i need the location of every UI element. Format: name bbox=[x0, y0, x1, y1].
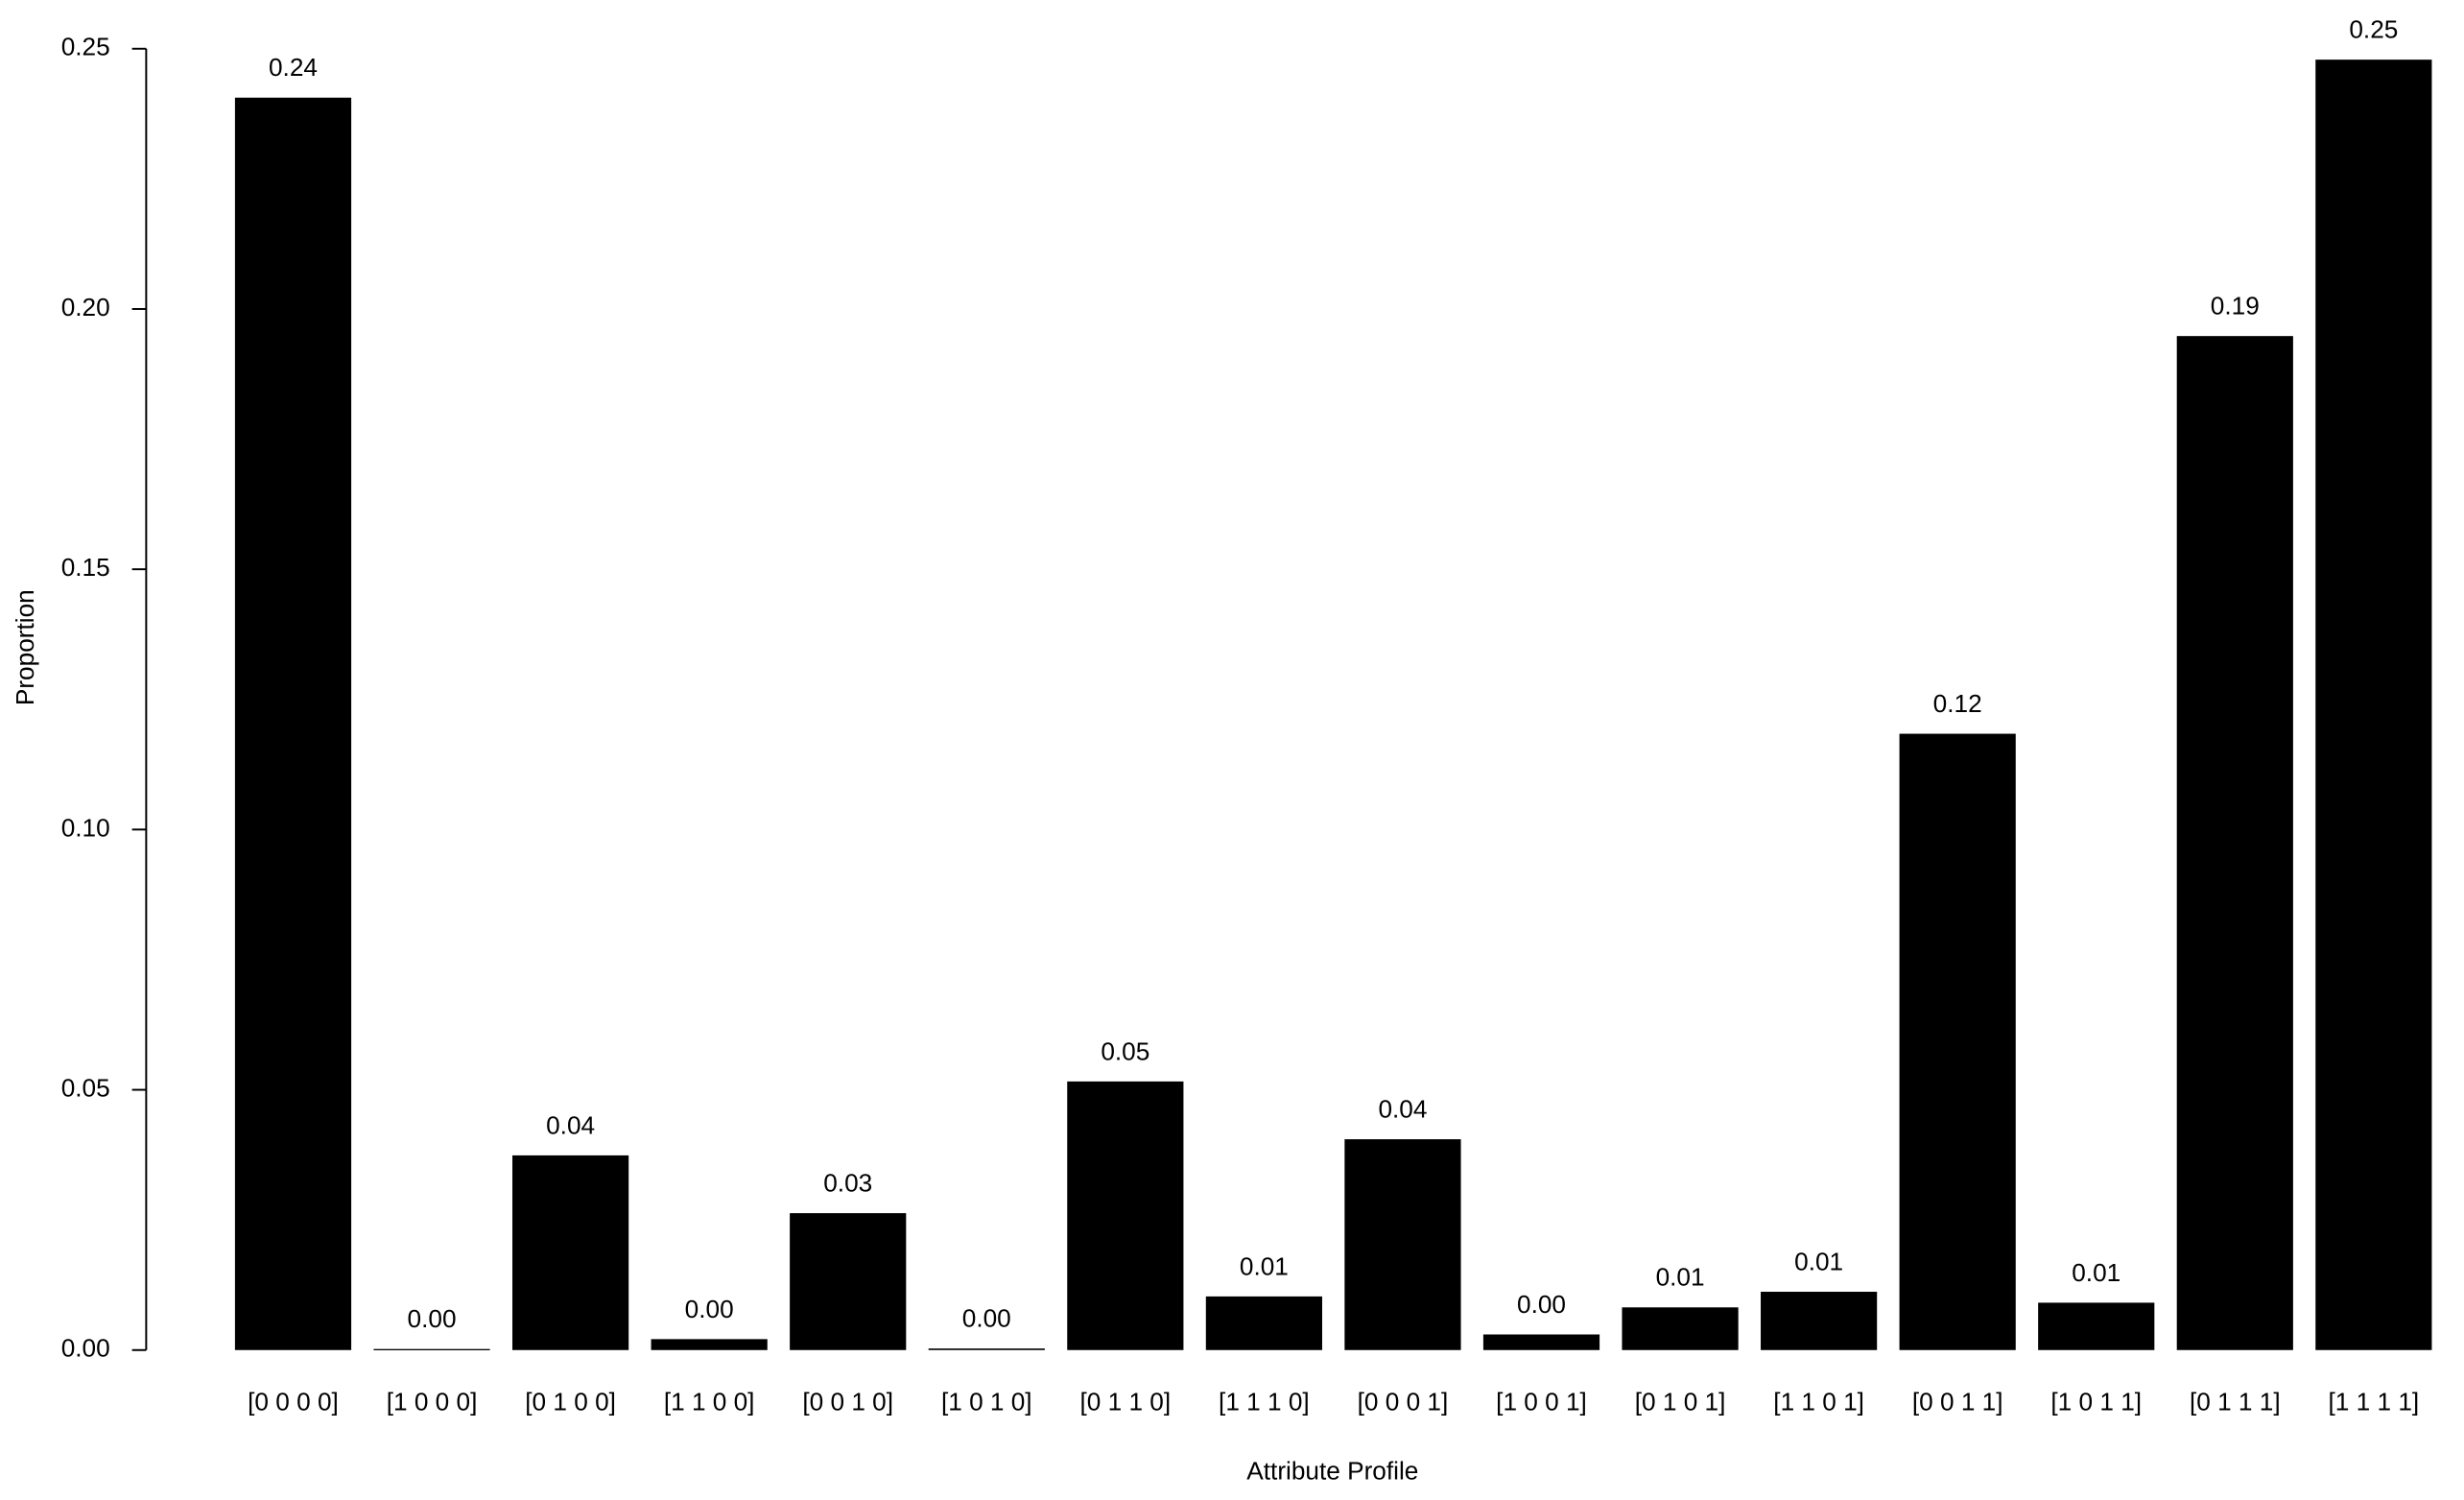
bar bbox=[373, 1348, 490, 1350]
value-label: 0.19 bbox=[2211, 292, 2260, 321]
x-tick-label: [1 0 1 0] bbox=[941, 1387, 1032, 1416]
x-tick-label: [1 1 1 0] bbox=[1219, 1387, 1310, 1416]
value-label: 0.01 bbox=[1794, 1247, 1843, 1275]
value-label: 0.01 bbox=[1240, 1251, 1289, 1280]
value-label: 0.00 bbox=[962, 1304, 1011, 1333]
value-label: 0.01 bbox=[2072, 1258, 2120, 1287]
x-tick-label: [0 0 1 0] bbox=[802, 1387, 893, 1416]
bar bbox=[234, 97, 352, 1350]
y-tick-label: 0.25 bbox=[61, 33, 110, 61]
value-label: 0.00 bbox=[685, 1295, 734, 1323]
x-tick-label: [0 0 0 0] bbox=[248, 1387, 339, 1416]
bar bbox=[928, 1348, 1045, 1350]
bar bbox=[1344, 1139, 1461, 1350]
value-label: 0.05 bbox=[1101, 1036, 1149, 1065]
bar bbox=[1622, 1307, 1739, 1350]
x-tick-label: [1 1 0 1] bbox=[1773, 1387, 1864, 1416]
value-label: 0.24 bbox=[269, 53, 318, 82]
y-tick-label: 0.20 bbox=[61, 293, 110, 321]
x-tick-label: [0 1 0 0] bbox=[525, 1387, 616, 1416]
value-label: 0.01 bbox=[1656, 1263, 1705, 1292]
x-tick-label: [1 1 0 0] bbox=[664, 1387, 755, 1416]
bar bbox=[1205, 1296, 1322, 1350]
bar bbox=[1761, 1292, 1878, 1350]
value-label: 0.04 bbox=[1378, 1095, 1427, 1124]
bar bbox=[2315, 60, 2432, 1350]
bar bbox=[2176, 336, 2293, 1350]
value-label: 0.04 bbox=[546, 1110, 595, 1139]
x-tick-label: [1 1 1 1] bbox=[2329, 1387, 2420, 1416]
value-label: 0.00 bbox=[1517, 1290, 1566, 1319]
y-tick-label: 0.10 bbox=[61, 813, 110, 842]
x-tick-label: [0 1 1 0] bbox=[1080, 1387, 1172, 1416]
bar bbox=[790, 1213, 907, 1350]
bar bbox=[1067, 1081, 1184, 1350]
value-label: 0.03 bbox=[823, 1169, 872, 1198]
value-label: 0.00 bbox=[408, 1304, 457, 1333]
y-tick-label: 0.00 bbox=[61, 1334, 110, 1363]
x-axis-label: Attribute Profile bbox=[1246, 1456, 1418, 1485]
bar bbox=[512, 1155, 629, 1350]
x-tick-label: [1 0 0 1] bbox=[1496, 1387, 1587, 1416]
value-label: 0.12 bbox=[1933, 689, 1982, 718]
bar bbox=[2038, 1302, 2155, 1350]
bar bbox=[651, 1339, 768, 1350]
y-tick-label: 0.15 bbox=[61, 553, 110, 582]
x-tick-label: [0 1 0 1] bbox=[1635, 1387, 1726, 1416]
bar bbox=[1482, 1334, 1600, 1350]
x-tick-label: [0 1 1 1] bbox=[2190, 1387, 2281, 1416]
y-axis-label: Proportion bbox=[11, 589, 39, 705]
x-tick-label: [1 0 0 0] bbox=[387, 1387, 478, 1416]
bar bbox=[1899, 733, 2016, 1350]
x-tick-label: [1 0 1 1] bbox=[2050, 1387, 2142, 1416]
value-label: 0.25 bbox=[2349, 15, 2398, 44]
x-tick-label: [0 0 1 1] bbox=[1912, 1387, 2003, 1416]
y-tick-label: 0.05 bbox=[61, 1073, 110, 1102]
x-tick-label: [0 0 0 1] bbox=[1358, 1387, 1449, 1416]
